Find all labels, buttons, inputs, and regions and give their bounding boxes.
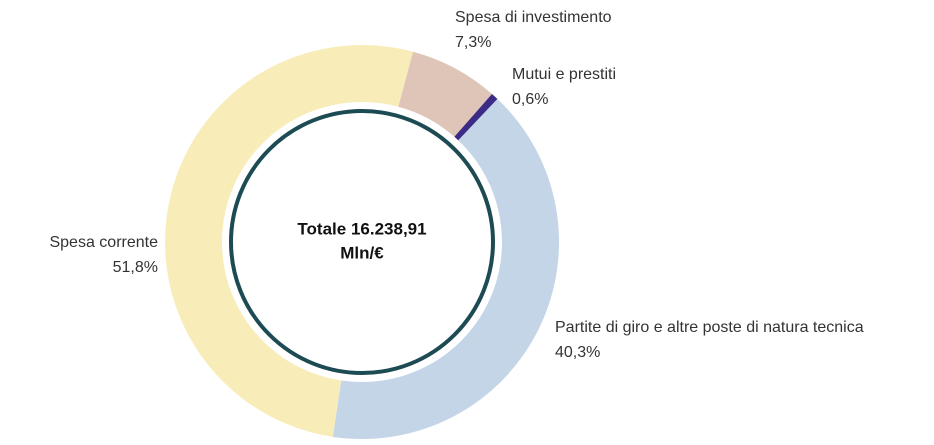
donut-segment xyxy=(165,45,413,437)
center-text: Totale 16.238,91 xyxy=(297,219,426,238)
category-label: Partite di giro e altre poste di natura … xyxy=(555,319,864,336)
donut-segment xyxy=(454,93,498,141)
value-label: 7,3% xyxy=(455,34,491,51)
donut-segment xyxy=(332,98,559,439)
value-label: 40,3% xyxy=(555,344,600,361)
value-label: 0,6% xyxy=(512,91,548,108)
inner-circle xyxy=(229,109,495,375)
donut-segment xyxy=(398,51,492,137)
center-text: Mln/€ xyxy=(340,243,384,262)
category-label: Spesa corrente xyxy=(49,234,158,251)
category-label: Mutui e prestiti xyxy=(512,66,616,83)
category-label: Spesa di investimento xyxy=(455,9,612,26)
value-label: 51,8% xyxy=(113,259,158,276)
